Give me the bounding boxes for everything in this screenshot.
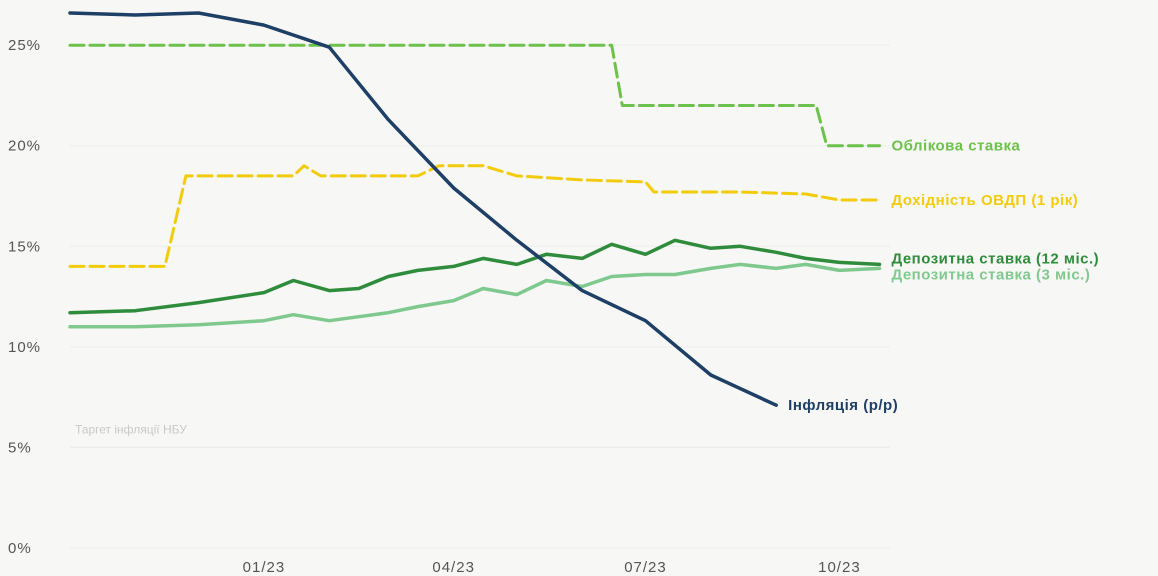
target-line-group: Таргет інфляції НБУ [70,422,890,449]
y-axis: 0% 5% 10% 15% 20% 25% [8,37,41,557]
x-tick-label: 01/23 [243,559,286,576]
series-label: Облікова ставка [891,138,1020,155]
series-line [68,43,881,148]
series-label: Дохідність ОВДП (1 рік) [891,192,1078,209]
x-tick-label: 04/23 [432,559,475,576]
y-tick-label: 20% [8,138,41,155]
series-label: Депозитна ставка (3 міс.) [891,266,1090,283]
series-labels: Облікова ставка Дохідність ОВДП (1 рік) Де… [788,138,1099,414]
series-label: Депозитна ставка (12 міс.) [891,250,1099,267]
series-label: Інфляція (р/р) [788,397,898,414]
y-tick-label: 5% [8,439,32,456]
series-line [68,164,881,268]
y-tick-label: 25% [8,37,41,54]
x-tick-label: 10/23 [818,559,861,576]
x-axis: 01/23 04/23 07/23 10/23 [243,559,861,576]
series-line [68,262,882,329]
series-lines [68,11,882,407]
x-tick-label: 07/23 [624,559,667,576]
y-tick-label: 10% [8,339,41,356]
y-tick-label: 15% [8,238,41,255]
series-line [68,11,778,407]
series-line [68,238,882,315]
target-label: Таргет інфляції НБУ [75,422,187,436]
grid [70,44,890,549]
y-tick-label: 0% [8,540,32,557]
